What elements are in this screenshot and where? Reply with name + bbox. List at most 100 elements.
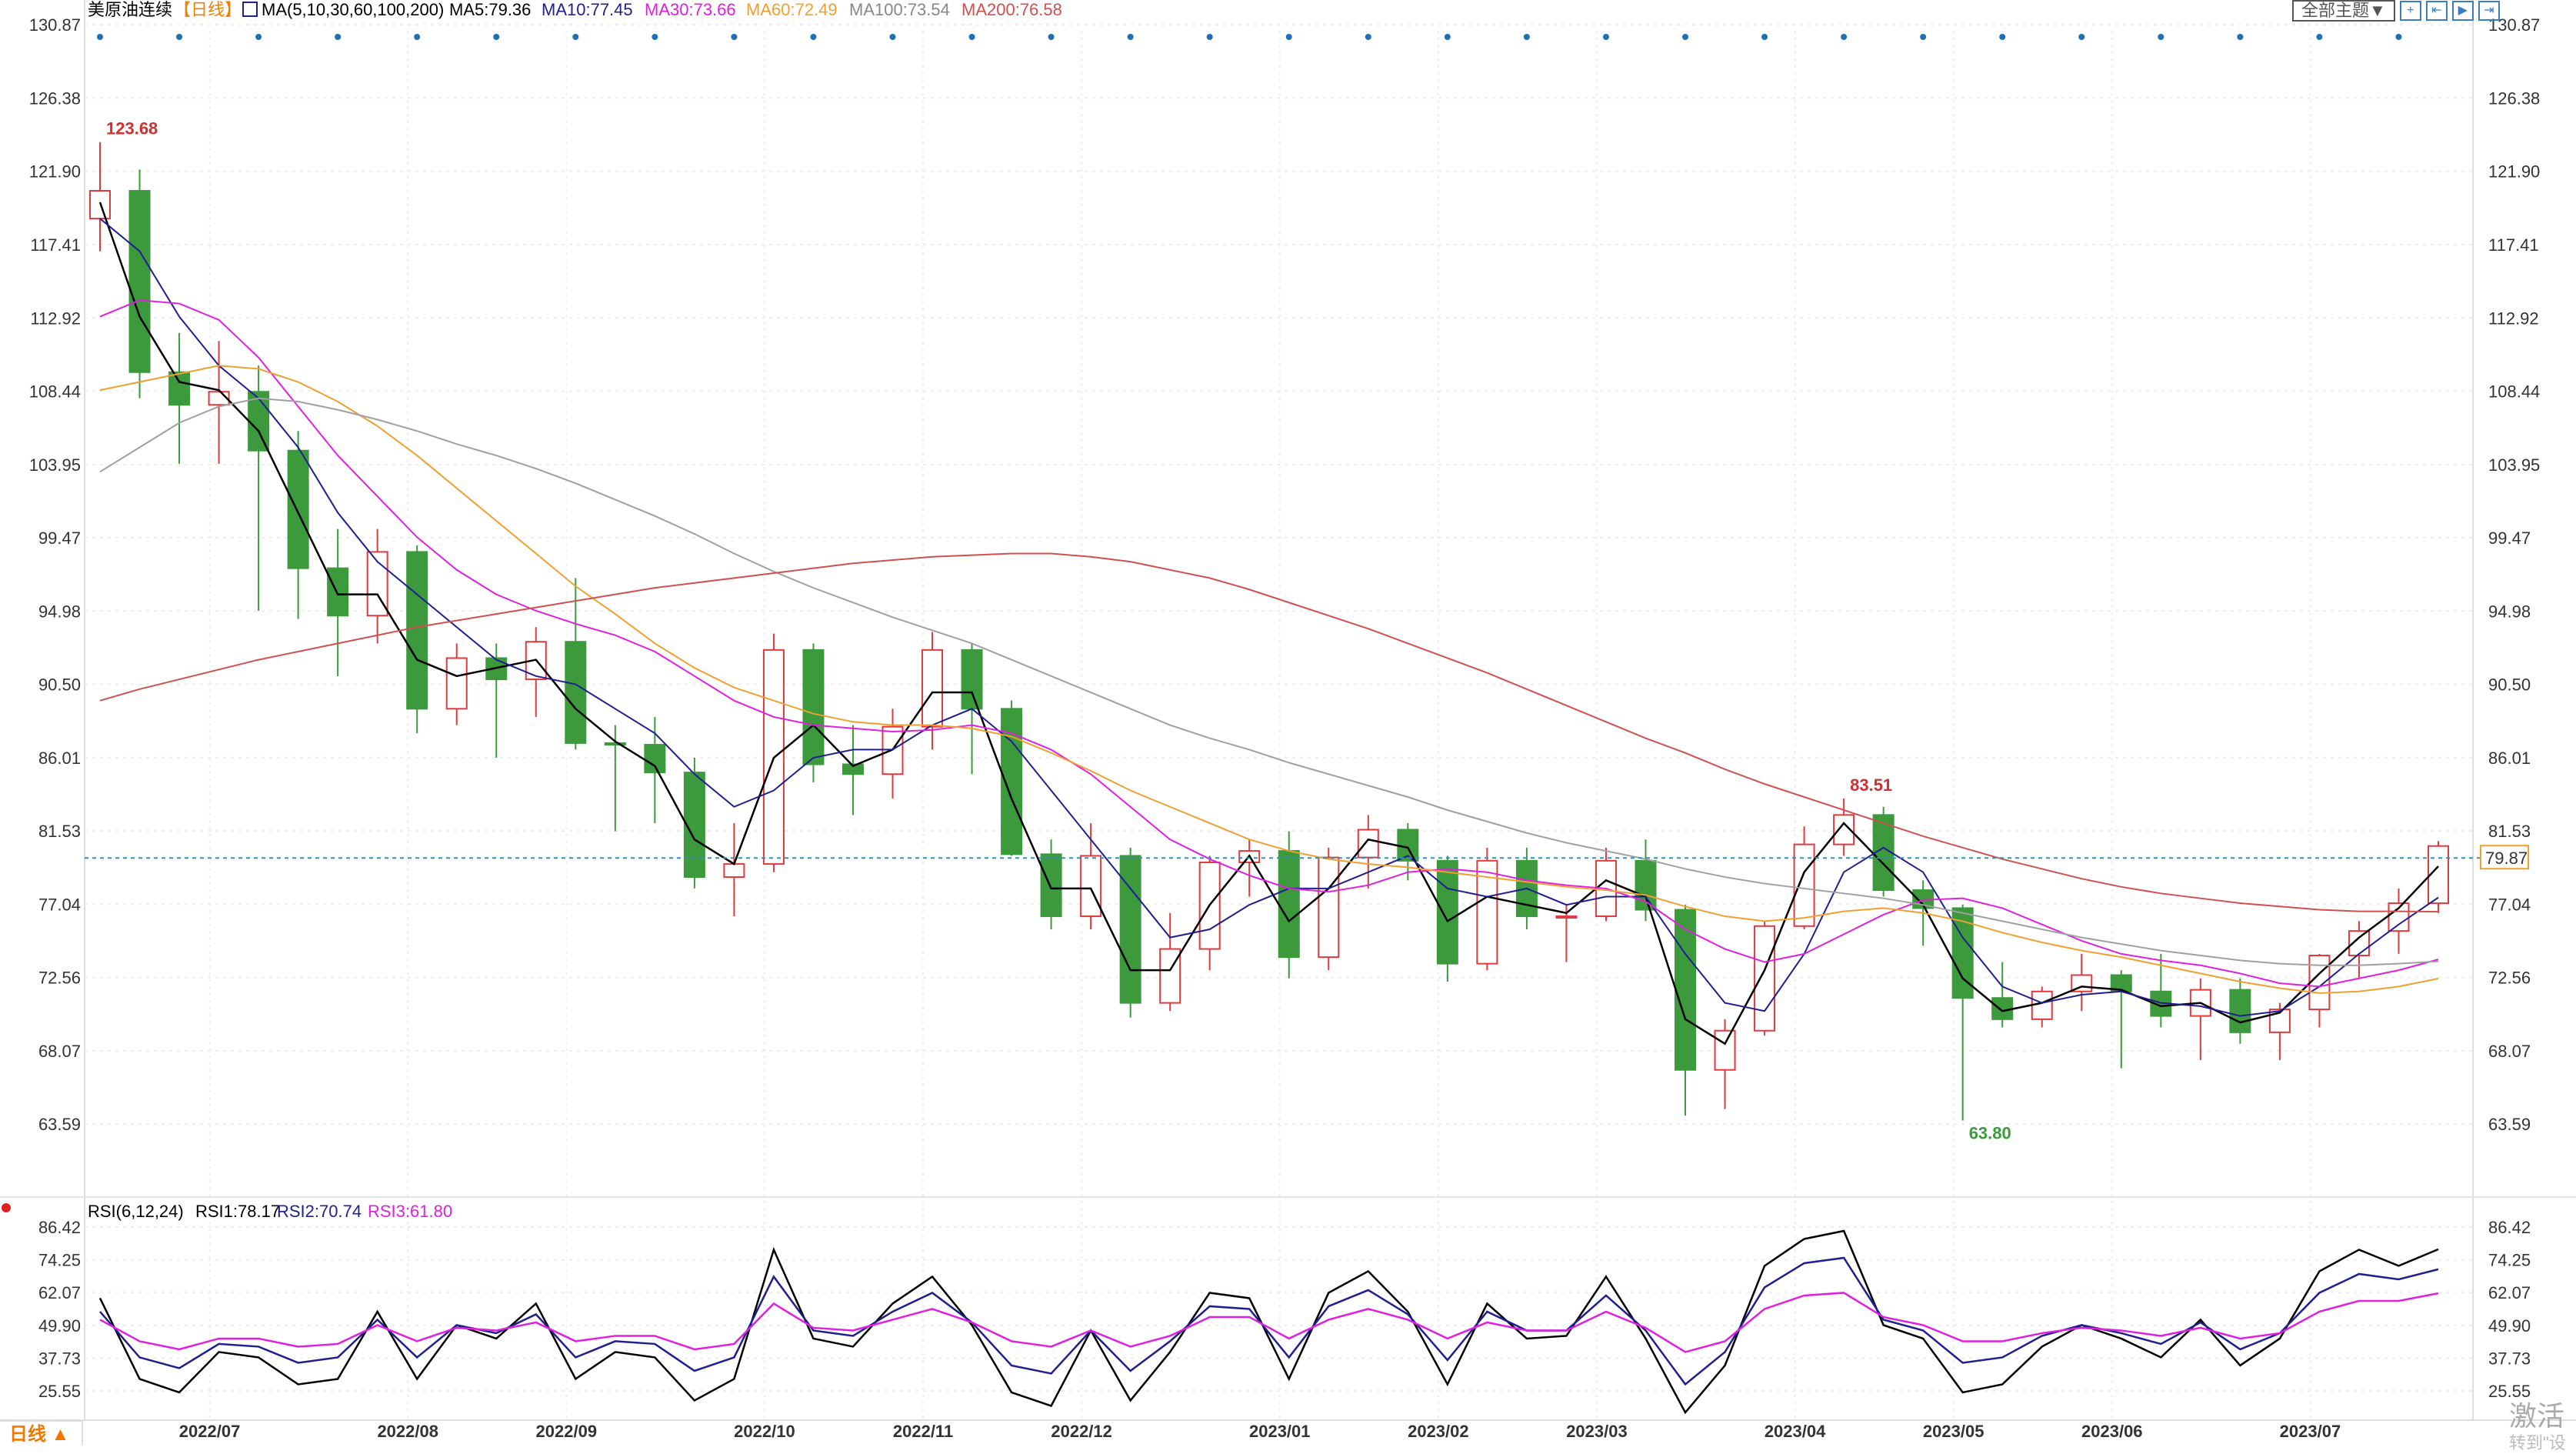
candle-body [287,449,309,569]
candle-body [2031,990,2053,1020]
play-icon[interactable]: ▶ [2451,1,2474,21]
price-tick-right: 108.44 [2488,382,2540,401]
rsi-tick-right: 25.55 [2488,1382,2531,1401]
event-marker [2078,34,2085,40]
price-tick-right: 68.07 [2488,1042,2531,1061]
event-marker [968,34,975,40]
price-tick-left: 121.90 [29,162,81,182]
candle-body [2229,989,2251,1033]
event-marker [2158,34,2164,40]
event-marker [335,34,342,40]
rsi-tick-left: 86.42 [38,1218,81,1237]
axis-ticks: 130.87 130.87 126.38 126.38 121.90 121.90 117.… [29,15,2541,1441]
price-tick-left: 130.87 [29,15,81,35]
price-tick-right: 72.56 [2488,968,2531,987]
event-marker [1682,34,1689,40]
price-tick-left: 99.47 [38,529,81,548]
candle-body [604,742,626,746]
rsi2-legend: RSI2:70.74 [277,1202,362,1221]
date-tick: 2023/06 [2081,1422,2143,1441]
candle-body [406,551,428,710]
price-tick-right: 103.95 [2488,455,2540,475]
event-marker [1761,34,1768,40]
candle-body [128,190,151,373]
ma60-line [99,365,2439,994]
date-tick: 2023/02 [1408,1422,1469,1441]
event-marker [1841,34,1848,40]
candle-body [168,371,191,406]
ma10-line [99,218,2439,1017]
date-tick: 2023/07 [2280,1422,2341,1441]
watermark: 激活 [2509,1400,2565,1432]
candles [89,142,2449,1121]
event-marker [2237,34,2244,40]
legend-ma5: MA5:79.36 [449,0,531,19]
rsi-tick-left: 74.25 [38,1251,81,1270]
rsi1-line [98,1229,2439,1415]
rsi-legend: RSI(6,12,24) [88,1202,184,1221]
rsi1-legend: RSI1:78.17 [195,1202,280,1221]
event-marker [1048,34,1055,40]
price-tick-left: 68.07 [38,1042,81,1061]
rsi-tick-left: 37.73 [38,1349,81,1368]
event-marker [1602,34,1609,40]
date-tick: 2022/12 [1051,1422,1112,1441]
candle-body [2308,955,2331,1011]
zoom-start-icon[interactable]: ⇤ [2425,1,2448,21]
rsi2-line [99,1256,2439,1386]
rsi-tick-right: 37.73 [2488,1349,2531,1368]
extreme-price-label: 83.51 [1850,775,1892,795]
rsi-tick-right: 74.25 [2488,1251,2531,1270]
candle-body [1080,855,1102,918]
date-tick: 2023/03 [1566,1422,1628,1441]
last-price-label: 79.87 [2485,849,2528,868]
crosshair-icon[interactable]: + [2399,1,2421,21]
rsi-lines [98,1229,2439,1415]
event-marker [97,34,103,40]
event-marker [2395,34,2402,40]
event-marker [1523,34,1530,40]
legend-ma60: MA60:72.49 [746,0,838,19]
event-marker [889,34,896,40]
ma-indicator-icon[interactable] [242,2,258,17]
candle-body [565,641,587,744]
extreme-price-label: 123.68 [106,119,158,138]
legend-symbol: 美原油连续 [88,0,172,19]
candle-body [248,391,270,452]
candle-body [644,744,666,774]
rsi-tick-left: 25.55 [38,1382,81,1401]
event-marker [176,34,183,40]
candle-body [1555,915,1578,919]
period-button[interactable]: 日线 ▲ [0,1420,83,1446]
ma200-line [99,552,2439,913]
rsi-tick-right: 62.07 [2488,1283,2531,1302]
rsi-tick-left: 49.90 [38,1316,81,1336]
candle-body [445,657,468,710]
price-tick-right: 117.41 [2488,235,2539,255]
price-tick-left: 126.38 [29,88,81,108]
price-tick-left: 81.53 [38,822,81,841]
price-tick-left: 108.44 [29,382,81,401]
candle-body [1754,925,1776,1032]
candle-body [1675,909,1697,1071]
price-tick-left: 72.56 [38,968,81,987]
rsi-settings-icon[interactable] [2,1203,11,1212]
candle-body [723,863,745,879]
rsi3-line [99,1292,2439,1353]
event-marker [572,34,579,40]
jump-end-icon[interactable]: ⇥ [2478,1,2500,21]
price-tick-left: 63.59 [38,1115,81,1134]
price-tick-right: 77.04 [2488,895,2531,914]
theme-select[interactable]: 全部主题▼ [2292,0,2395,22]
last-price-box [2480,845,2529,870]
candle-body [327,567,349,617]
ma30-line [99,299,2439,988]
candle-body [1793,843,1815,927]
toolbar: 全部主题▼ + ⇤ ▶ ⇥ [2292,0,2500,22]
date-tick: 2023/05 [1923,1422,1984,1441]
date-tick: 2022/11 [893,1422,953,1441]
event-marker [1999,34,2006,40]
ma5-line [98,202,2439,1045]
event-marker [651,34,658,40]
